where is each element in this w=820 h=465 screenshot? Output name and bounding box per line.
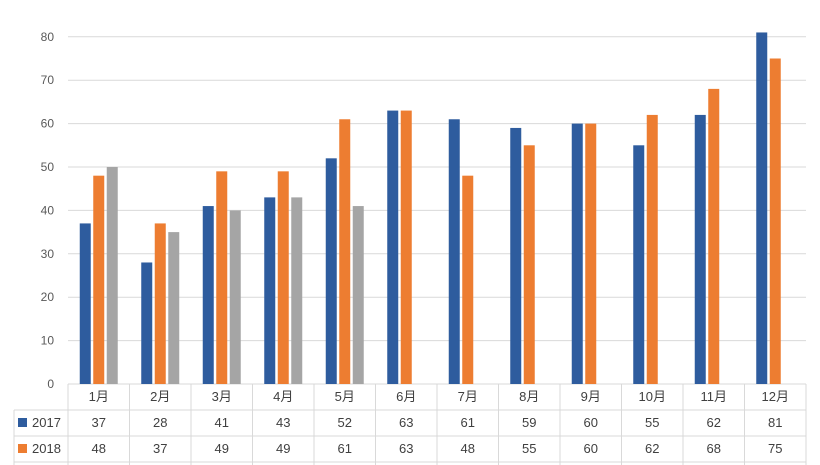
table-cell-2017-5月: 52 bbox=[338, 415, 352, 430]
category-label-11月: 11月 bbox=[701, 389, 728, 404]
table-cell-2017-1月: 37 bbox=[92, 415, 106, 430]
bar-2018-3月 bbox=[216, 171, 228, 384]
table-cell-2018-9月: 60 bbox=[584, 441, 598, 456]
bar-2017-2月 bbox=[141, 262, 153, 384]
table-cell-2017-6月: 63 bbox=[399, 415, 413, 430]
legend-label-2018: 2018 bbox=[32, 441, 61, 456]
table-cell-2018-10月: 62 bbox=[645, 441, 659, 456]
bar-2017-8月 bbox=[510, 127, 522, 384]
legend-key-2018 bbox=[18, 444, 27, 453]
bar-2018-10月 bbox=[646, 114, 658, 385]
data-table: 1月 2月 3月 4月 5月 6月 7月 8月 9月 10月 11月 12月 2017 37 28 41 43 5… bbox=[13, 384, 807, 465]
bar-2018-4月 bbox=[277, 171, 289, 384]
bar-2018-5月 bbox=[339, 119, 351, 384]
bar-series3-5月 bbox=[352, 206, 364, 384]
table-cell-2018-1月: 48 bbox=[92, 441, 106, 456]
gridlines bbox=[68, 36, 806, 385]
category-label-12月: 12月 bbox=[762, 389, 789, 404]
table-cell-2018-7月: 48 bbox=[461, 441, 475, 456]
category-label-7月: 7月 bbox=[458, 389, 478, 404]
table-cell-2017-4月: 43 bbox=[276, 415, 290, 430]
category-label-9月: 9月 bbox=[581, 389, 601, 404]
legend-label-2017: 2017 bbox=[32, 415, 61, 430]
bar-series3-2月 bbox=[168, 232, 180, 384]
category-label-1月: 1月 bbox=[89, 389, 109, 404]
bar-2018-2月 bbox=[154, 223, 166, 384]
y-tick-label-50: 50 bbox=[41, 160, 55, 174]
table-cell-2018-3月: 49 bbox=[215, 441, 229, 456]
category-label-5月: 5月 bbox=[335, 389, 355, 404]
bar-2018-11月 bbox=[708, 88, 720, 384]
bar-2017-7月 bbox=[448, 119, 460, 384]
bar-2018-6月 bbox=[400, 110, 412, 384]
table-cell-2018-11月: 68 bbox=[707, 441, 721, 456]
table-cell-2017-2月: 28 bbox=[153, 415, 167, 430]
category-label-8月: 8月 bbox=[519, 389, 539, 404]
category-label-10月: 10月 bbox=[639, 389, 666, 404]
table-cell-2017-12月: 81 bbox=[768, 415, 782, 430]
category-label-2月: 2月 bbox=[150, 389, 170, 404]
table-cell-2018-5月: 61 bbox=[338, 441, 352, 456]
table-cell-2017-7月: 61 bbox=[461, 415, 475, 430]
bar-2018-7月 bbox=[462, 175, 474, 384]
bar-2017-10月 bbox=[633, 145, 645, 384]
category-label-4月: 4月 bbox=[273, 389, 293, 404]
bars bbox=[79, 32, 781, 385]
bar-2017-11月 bbox=[694, 114, 706, 385]
bar-2018-12月 bbox=[769, 58, 781, 384]
y-tick-label-20: 20 bbox=[41, 290, 55, 304]
bar-2017-12月 bbox=[756, 32, 768, 385]
table-cell-2018-8月: 55 bbox=[522, 441, 536, 456]
table-cell-2018-12月: 75 bbox=[768, 441, 782, 456]
bar-2018-1月 bbox=[93, 175, 105, 384]
table-cell-2017-11月: 62 bbox=[707, 415, 721, 430]
bar-2017-9月 bbox=[571, 123, 583, 384]
table-cell-2018-6月: 63 bbox=[399, 441, 413, 456]
y-tick-label-40: 40 bbox=[41, 203, 55, 217]
table-cell-2017-3月: 41 bbox=[215, 415, 229, 430]
y-tick-label-30: 30 bbox=[41, 247, 55, 261]
bar-2017-5月 bbox=[325, 158, 337, 384]
table-cell-2017-9月: 60 bbox=[584, 415, 598, 430]
bar-2017-1月 bbox=[79, 223, 91, 384]
y-tick-label-0: 0 bbox=[47, 377, 54, 391]
bar-2018-9月 bbox=[585, 123, 597, 384]
table-cell-2018-4月: 49 bbox=[276, 441, 290, 456]
bar-series3-1月 bbox=[106, 167, 118, 384]
y-axis-ticks: 0 10 20 30 40 50 60 70 80 bbox=[41, 30, 55, 391]
category-label-3月: 3月 bbox=[212, 389, 232, 404]
table-cell-2017-8月: 59 bbox=[522, 415, 536, 430]
y-tick-label-80: 80 bbox=[41, 30, 55, 44]
legend-key-2017 bbox=[18, 418, 27, 427]
table-cell-2018-2月: 37 bbox=[153, 441, 167, 456]
bar-series3-3月 bbox=[229, 210, 241, 384]
bar-2018-8月 bbox=[523, 145, 535, 384]
bar-2017-6月 bbox=[387, 110, 399, 384]
category-label-6月: 6月 bbox=[396, 389, 416, 404]
bar-series3-4月 bbox=[291, 197, 303, 384]
bar-2017-4月 bbox=[264, 197, 276, 384]
y-tick-label-60: 60 bbox=[41, 117, 55, 131]
y-tick-label-10: 10 bbox=[41, 334, 55, 348]
y-tick-label-70: 70 bbox=[41, 73, 55, 87]
bar-2017-3月 bbox=[202, 206, 214, 384]
table-cell-2017-10月: 55 bbox=[645, 415, 659, 430]
